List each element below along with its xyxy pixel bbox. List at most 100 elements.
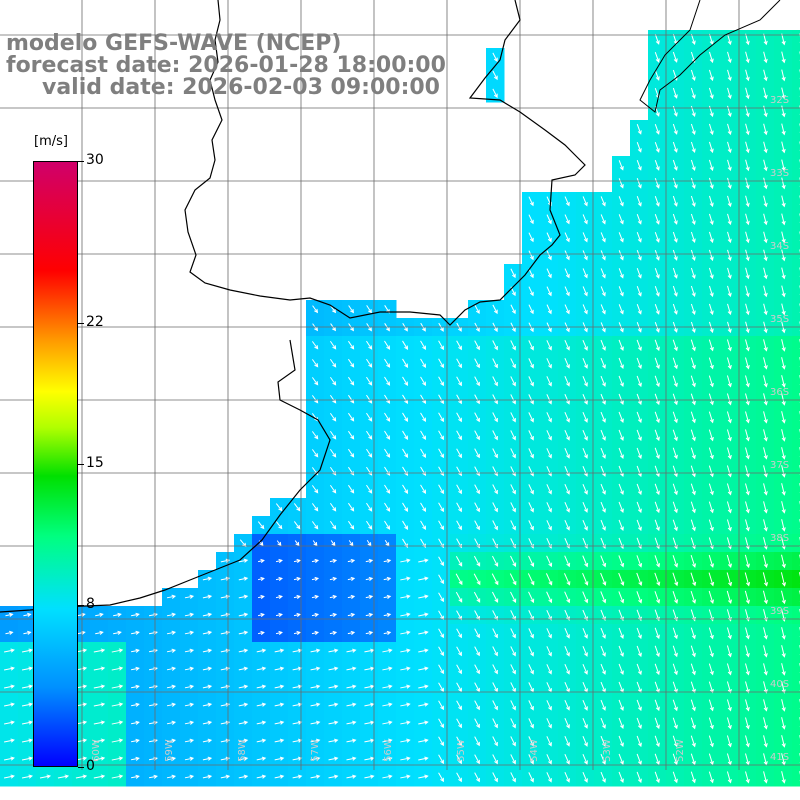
wind-arrow <box>763 177 768 190</box>
wind-arrow <box>618 411 624 423</box>
latitude-label: 35S <box>770 314 790 325</box>
wind-arrow <box>546 736 552 747</box>
wind-arrow <box>402 376 409 386</box>
wind-arrow <box>418 702 429 707</box>
wind-arrow <box>636 196 642 207</box>
wind-arrow <box>131 666 140 671</box>
wind-arrow <box>763 717 768 730</box>
wind-arrow <box>111 666 124 671</box>
wind-arrow <box>654 357 660 370</box>
wind-arrow <box>384 448 391 458</box>
wind-arrow <box>745 681 750 694</box>
wind-arrow <box>600 753 606 765</box>
wind-arrow <box>366 448 373 458</box>
wind-arrow <box>708 141 714 154</box>
wind-arrow <box>364 756 375 761</box>
wind-arrow <box>238 648 249 653</box>
wind-arrow <box>672 572 679 587</box>
wind-arrow <box>745 465 750 478</box>
wind-arrow <box>400 702 411 707</box>
wind-arrow <box>328 648 339 653</box>
wind-arrow <box>21 648 33 653</box>
wind-arrow <box>510 628 516 639</box>
wind-arrow <box>781 393 786 406</box>
wind-arrow <box>274 756 285 761</box>
wind-arrow <box>546 340 552 351</box>
wind-speed-cell <box>792 444 800 463</box>
wind-arrow <box>582 771 588 783</box>
wind-arrow <box>654 771 660 784</box>
wind-arrow <box>781 177 786 190</box>
wind-arrow <box>329 340 337 350</box>
wind-arrow <box>564 232 570 243</box>
wind-arrow <box>708 465 714 478</box>
wind-arrow <box>528 664 534 675</box>
wind-arrow <box>727 249 732 262</box>
wind-arrow <box>256 720 267 725</box>
wind-arrow <box>672 303 678 315</box>
wind-arrow <box>3 756 15 761</box>
wind-arrow <box>3 720 15 725</box>
wind-arrow <box>708 51 714 64</box>
wind-arrow <box>474 502 480 513</box>
wind-arrow <box>474 484 480 495</box>
wind-arrow <box>582 411 588 423</box>
wind-arrow <box>510 736 516 747</box>
wind-arrow <box>492 412 498 423</box>
wind-arrow <box>348 448 355 458</box>
wind-arrow <box>474 736 480 747</box>
wind-arrow <box>131 684 140 689</box>
wind-arrow <box>418 774 429 779</box>
wind-arrow <box>346 720 357 725</box>
latitude-label: 33S <box>770 168 790 179</box>
wind-arrow <box>131 630 140 635</box>
wind-arrow <box>600 519 606 531</box>
wind-arrow <box>492 736 498 747</box>
wind-arrow <box>400 594 411 599</box>
wind-arrow <box>781 645 786 658</box>
wind-arrow <box>727 141 732 154</box>
wind-arrow <box>763 231 768 244</box>
wind-speed-cell <box>792 732 800 751</box>
wind-arrow <box>727 33 732 46</box>
wind-arrow <box>654 572 661 587</box>
colorbar-tick-mark <box>78 322 84 324</box>
wind-arrow <box>402 412 409 422</box>
wind-arrow <box>382 702 393 707</box>
wind-arrow <box>382 666 393 671</box>
wind-arrow <box>546 448 552 459</box>
wind-arrow <box>636 753 642 766</box>
wind-arrow <box>366 394 373 404</box>
wind-speed-cell <box>792 498 800 517</box>
wind-arrow <box>400 720 411 725</box>
wind-arrow <box>726 375 732 388</box>
wind-arrow <box>258 630 265 636</box>
wind-arrow <box>672 663 678 676</box>
wind-arrow <box>654 465 660 478</box>
wind-arrow <box>438 736 444 747</box>
wind-arrow <box>510 340 516 351</box>
wind-arrow <box>329 594 338 600</box>
wind-arrow <box>474 682 480 693</box>
wind-arrow <box>258 558 265 564</box>
wind-arrow <box>636 214 642 225</box>
wind-arrow <box>402 430 409 440</box>
wind-arrow <box>636 735 642 748</box>
wind-arrow <box>492 484 498 495</box>
wind-arrow <box>745 285 750 298</box>
wind-arrow <box>528 268 534 279</box>
wind-arrow <box>510 646 516 657</box>
wind-arrow <box>400 648 411 653</box>
wind-arrow <box>654 51 660 63</box>
wind-arrow <box>618 250 624 261</box>
wind-arrow <box>745 195 750 208</box>
wind-arrow <box>510 430 516 441</box>
wind-arrow <box>418 630 429 635</box>
wind-arrow <box>528 376 534 387</box>
wind-arrow <box>654 33 660 45</box>
colorbar-tick-mark <box>78 605 84 607</box>
wind-arrow <box>400 576 411 581</box>
wind-arrow <box>456 520 462 531</box>
wind-arrow <box>382 648 393 653</box>
wind-arrow <box>582 357 588 369</box>
